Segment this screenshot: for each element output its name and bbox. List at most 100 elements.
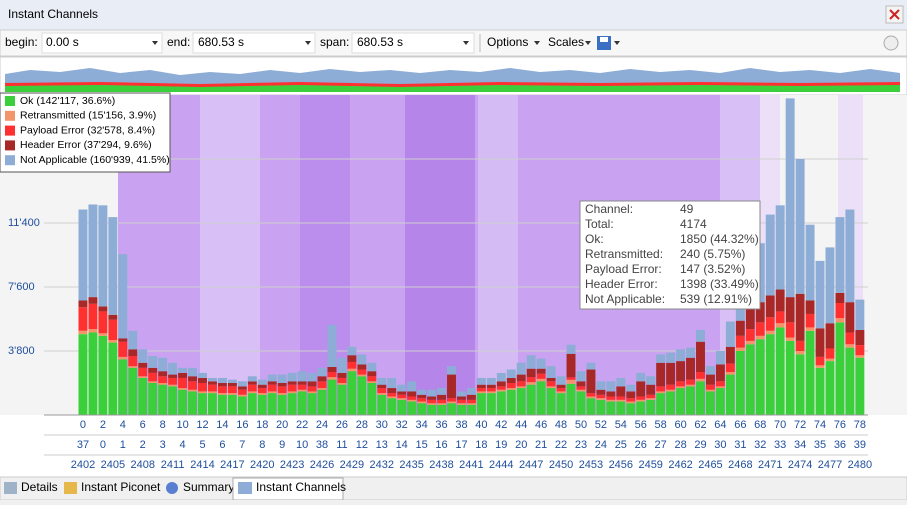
bar-segment bbox=[267, 393, 277, 415]
bar-segment bbox=[407, 396, 417, 400]
bar-segment bbox=[347, 371, 357, 415]
x-tick-label: 32 bbox=[754, 439, 766, 451]
x-tick-label: 10 bbox=[296, 439, 308, 451]
x-tick-label: 20 bbox=[515, 439, 527, 451]
bar-segment bbox=[237, 386, 247, 390]
bar-segment bbox=[407, 401, 417, 415]
dropdown-arrow[interactable] bbox=[463, 41, 469, 45]
bar-segment bbox=[516, 386, 526, 389]
bar-segment bbox=[367, 362, 377, 372]
x-tick-label: 28 bbox=[674, 439, 686, 451]
bar-segment bbox=[407, 391, 417, 397]
bar-segment bbox=[148, 383, 158, 415]
bar-segment bbox=[287, 391, 297, 394]
bar-segment bbox=[466, 399, 476, 404]
bar-segment bbox=[397, 399, 407, 415]
options-menu[interactable]: Options bbox=[487, 35, 528, 49]
bar-segment bbox=[566, 377, 576, 380]
dropdown-arrow[interactable] bbox=[305, 41, 311, 45]
bar-segment bbox=[546, 381, 556, 387]
bar-segment bbox=[427, 399, 437, 404]
bar-segment bbox=[78, 330, 88, 335]
bar-segment bbox=[676, 386, 686, 389]
bar-segment bbox=[676, 349, 686, 362]
bar-segment bbox=[267, 374, 277, 382]
bar-segment bbox=[606, 401, 616, 415]
bar-segment bbox=[775, 323, 785, 328]
bar-segment bbox=[267, 391, 277, 394]
bar-segment bbox=[855, 329, 865, 346]
bar-segment bbox=[686, 384, 696, 387]
tooltip-label: Ok: bbox=[585, 232, 604, 246]
bar-segment bbox=[586, 393, 596, 397]
bar-segment bbox=[476, 388, 486, 392]
x-tick-label: 42 bbox=[495, 419, 507, 431]
tab[interactable]: Summary bbox=[183, 480, 234, 494]
x-tick-label: 66 bbox=[734, 419, 746, 431]
bar-segment bbox=[128, 330, 138, 350]
x-tick-label: 20 bbox=[276, 419, 288, 431]
tab[interactable]: Instant Piconet bbox=[81, 480, 161, 494]
bar-segment bbox=[417, 389, 427, 395]
bar-segment bbox=[188, 376, 198, 382]
x-tick-label: 44 bbox=[515, 419, 527, 431]
y-tick-label: 3'800 bbox=[8, 345, 35, 357]
bar-segment bbox=[506, 369, 516, 378]
tooltip-value: 1398 (33.49%) bbox=[680, 277, 759, 291]
bar-segment bbox=[257, 393, 267, 395]
bar-segment bbox=[715, 351, 725, 365]
bar-segment bbox=[247, 381, 257, 385]
legend-swatch bbox=[5, 140, 15, 151]
bar-segment bbox=[785, 340, 795, 415]
bar-segment bbox=[556, 391, 566, 394]
dropdown-arrow[interactable] bbox=[152, 41, 158, 45]
bar-segment bbox=[666, 384, 676, 390]
x-tick-label: 2450 bbox=[549, 459, 573, 471]
dropdown-arrow[interactable] bbox=[614, 41, 620, 45]
x-tick-label: 2411 bbox=[161, 459, 185, 471]
dropdown-arrow[interactable] bbox=[534, 41, 540, 45]
bar-segment bbox=[636, 399, 646, 402]
forward-button[interactable] bbox=[883, 35, 899, 51]
tooltip-value: 1850 (44.32%) bbox=[680, 232, 759, 246]
bar-segment bbox=[636, 396, 646, 400]
bar-segment bbox=[526, 355, 536, 369]
bar-segment bbox=[725, 374, 735, 415]
bar-segment bbox=[198, 377, 207, 383]
tab[interactable]: Details bbox=[21, 480, 58, 494]
bar-segment bbox=[536, 358, 546, 369]
legend-swatch bbox=[5, 125, 15, 136]
bar-segment bbox=[327, 324, 337, 367]
bar-segment bbox=[307, 393, 317, 415]
tab-icon bbox=[238, 482, 252, 494]
bar-segment bbox=[427, 404, 437, 415]
bar-segment bbox=[686, 357, 696, 380]
scales-menu[interactable]: Scales bbox=[548, 35, 584, 49]
tooltip-value: 147 (3.52%) bbox=[680, 262, 745, 276]
x-tick-label: 2444 bbox=[489, 459, 513, 471]
bar-segment bbox=[725, 363, 735, 373]
y-tick-label: 11'400 bbox=[8, 217, 40, 229]
x-tick-label: 32 bbox=[396, 419, 408, 431]
begin-input[interactable] bbox=[41, 32, 163, 54]
bar-segment bbox=[626, 401, 636, 404]
bar-segment bbox=[456, 399, 466, 404]
x-tick-label: 27 bbox=[655, 439, 667, 451]
bar-segment bbox=[317, 367, 327, 377]
bar-segment bbox=[247, 384, 257, 392]
end-input[interactable] bbox=[192, 32, 316, 54]
bar-segment bbox=[138, 367, 148, 377]
tab[interactable]: Instant Channels bbox=[256, 480, 346, 494]
bar-segment bbox=[456, 404, 466, 415]
legend-label: Retransmitted (15'156, 3.9%) bbox=[20, 110, 156, 122]
span-input[interactable] bbox=[351, 32, 475, 54]
tooltip-label: Channel: bbox=[585, 202, 633, 216]
bar-segment bbox=[327, 379, 337, 415]
bar-segment bbox=[397, 398, 407, 400]
bar-segment bbox=[496, 381, 506, 387]
dropdown-arrow[interactable] bbox=[585, 41, 591, 45]
bar-segment bbox=[447, 398, 456, 402]
x-tick-label: 2 bbox=[100, 419, 106, 431]
bar-segment bbox=[337, 357, 347, 373]
x-tick-label: 54 bbox=[615, 419, 627, 431]
